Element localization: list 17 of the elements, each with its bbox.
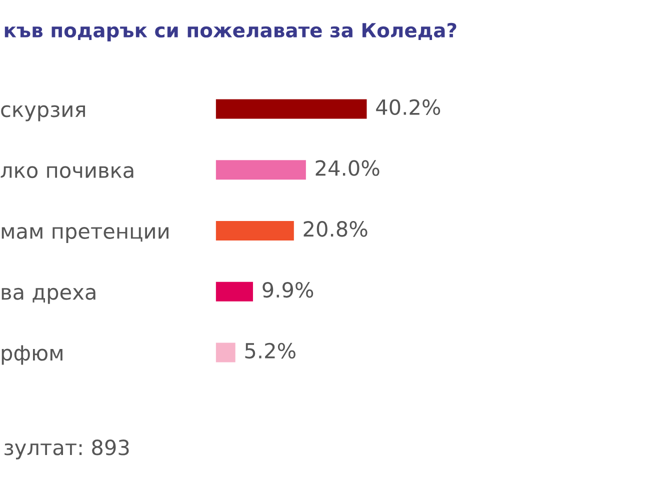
data-label: 40.2% [376,99,440,116]
chart-title: къв подарък си пожелавате за Коледа? [4,22,456,42]
y-tick-label: ва дреха [2,288,96,304]
bar [216,99,367,119]
data-label: 5.2% [245,342,296,359]
data-label: 9.9% [262,282,314,298]
y-tick-label: скурзия [1,105,85,122]
bar [216,282,253,302]
data-label: 20.8% [304,221,368,237]
data-label: 24.0% [316,160,380,176]
bar [216,160,306,180]
y-tick-label: мам претенции [2,227,168,244]
text: зултат: 893 [4,440,129,460]
bar [216,221,294,241]
y-tick-label: лко почивка [0,166,134,178]
y-tick-label: рфюм [2,345,62,365]
bar [216,342,236,362]
